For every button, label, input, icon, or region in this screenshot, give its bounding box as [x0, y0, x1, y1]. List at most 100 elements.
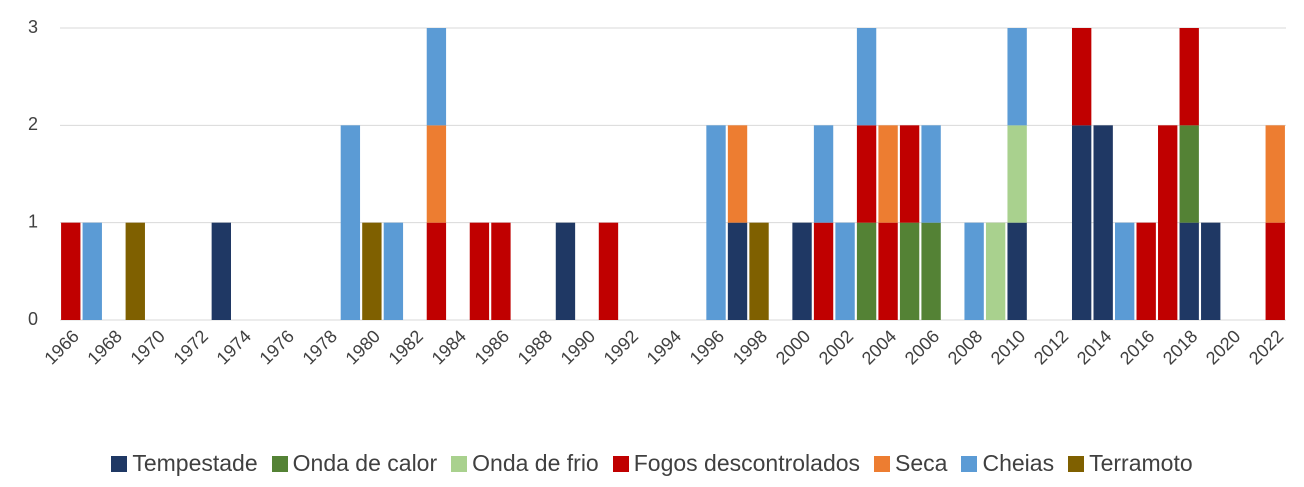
y-tick-label: 1 [28, 211, 38, 231]
bar-segment [985, 222, 1006, 320]
bar-segment [426, 28, 447, 126]
x-tick-label: 1976 [256, 326, 298, 368]
bar-segment [362, 222, 382, 320]
bar-segment [1071, 125, 1092, 320]
bar-segment [1136, 222, 1156, 320]
bar-segment [1093, 125, 1113, 320]
bar-segment [1007, 28, 1027, 126]
bar-segment [899, 222, 920, 320]
legend-swatch [874, 455, 891, 472]
legend-swatch [111, 455, 128, 472]
legend-label: Cheias [982, 450, 1055, 476]
legend-item: Cheias [961, 450, 1054, 477]
bar-segment [383, 222, 404, 320]
bar-segment [211, 222, 231, 320]
x-tick-label: 2008 [944, 326, 986, 368]
bar-segment [856, 222, 877, 320]
bar-segment [1179, 28, 1199, 126]
bar-segment [921, 222, 941, 320]
bar-segment [856, 28, 877, 126]
bar-segment [426, 125, 447, 223]
legend-item: Fogos descontrolados [612, 450, 861, 477]
legend-swatch [451, 455, 468, 472]
bar-segment [727, 125, 748, 223]
legend-swatch [961, 455, 978, 472]
bar-segment [426, 222, 447, 320]
bar-segment [1179, 125, 1199, 223]
bar-segment [813, 222, 834, 320]
x-tick-label: 1990 [557, 326, 599, 368]
x-tick-label: 2014 [1073, 326, 1115, 368]
legend-label: Onda de calor [292, 450, 438, 476]
x-tick-label: 2018 [1159, 326, 1201, 368]
legend-swatch [1068, 455, 1085, 472]
x-tick-label: 2004 [858, 326, 900, 368]
legend-item: Onda de frio [451, 450, 599, 477]
bar-segment [1265, 222, 1285, 320]
bar-segment [899, 125, 920, 223]
y-tick-label: 2 [28, 114, 38, 134]
x-tick-label: 1968 [83, 326, 125, 368]
x-tick-label: 2012 [1030, 326, 1072, 368]
bar-segment [1201, 222, 1221, 320]
x-tick-label: 1974 [213, 326, 255, 368]
bar-segment [856, 125, 877, 223]
x-tick-label: 2002 [815, 326, 857, 368]
x-tick-label: 1994 [643, 326, 685, 368]
bar-segment [1007, 125, 1027, 223]
x-tick-label: 1978 [299, 326, 341, 368]
bar-segment [491, 222, 511, 320]
x-tick-label: 2022 [1245, 326, 1287, 368]
x-tick-label: 1970 [127, 326, 169, 368]
x-tick-label: 1998 [729, 326, 771, 368]
bar-segment [813, 125, 834, 223]
legend-label: Tempestade [132, 450, 258, 476]
legend: Tempestade Onda de calor Onda de frio Fogos… [0, 450, 1304, 477]
x-tick-label: 1966 [40, 326, 82, 368]
x-tick-label: 1972 [170, 326, 212, 368]
x-tick-label: 2000 [772, 326, 814, 368]
bar-segment [727, 222, 748, 320]
legend-swatch [612, 455, 629, 472]
bar-segment [835, 222, 855, 320]
bar-segment [555, 222, 576, 320]
bar-segment [125, 222, 145, 320]
x-tick-label: 1986 [471, 326, 513, 368]
bar-segment [1179, 222, 1199, 320]
bar-segment [1071, 28, 1092, 126]
legend-item: Tempestade [111, 450, 258, 477]
legend-item: Onda de calor [271, 450, 438, 477]
x-tick-label: 1988 [514, 326, 556, 368]
legend-swatch [271, 455, 288, 472]
x-tick-label: 2016 [1116, 326, 1158, 368]
bar-segment [749, 222, 769, 320]
bar-segment [878, 222, 898, 320]
x-tick-label: 2006 [901, 326, 943, 368]
bar-segment [964, 222, 984, 320]
x-tick-label: 2010 [987, 326, 1029, 368]
x-tick-label: 1982 [385, 326, 427, 368]
bar-segment [1115, 222, 1135, 320]
bar-segment [340, 125, 361, 320]
bar-segment [1007, 222, 1027, 320]
bar-segment [82, 222, 102, 320]
bar-segment [878, 125, 898, 223]
x-tick-label: 1992 [600, 326, 642, 368]
bar-segment [1265, 125, 1285, 223]
legend-item: Seca [874, 450, 947, 477]
x-tick-label: 2020 [1202, 326, 1244, 368]
bar-segment [921, 125, 941, 223]
bar-segment [1158, 125, 1178, 320]
x-tick-label: 1980 [342, 326, 384, 368]
legend-item: Terramoto [1068, 450, 1193, 477]
bar-segment [61, 222, 81, 320]
bar-segment [792, 222, 812, 320]
y-tick-label: 3 [28, 17, 38, 37]
legend-label: Seca [895, 450, 948, 476]
chart: 0 1 2 3 1966 1968 1970 1972 1974 1976 1978 1980 1982… [28, 17, 1287, 369]
x-tick-label: 1984 [428, 326, 470, 368]
legend-label: Fogos descontrolados [633, 450, 861, 476]
bar-segment [598, 222, 619, 320]
bar-segment [469, 222, 490, 320]
